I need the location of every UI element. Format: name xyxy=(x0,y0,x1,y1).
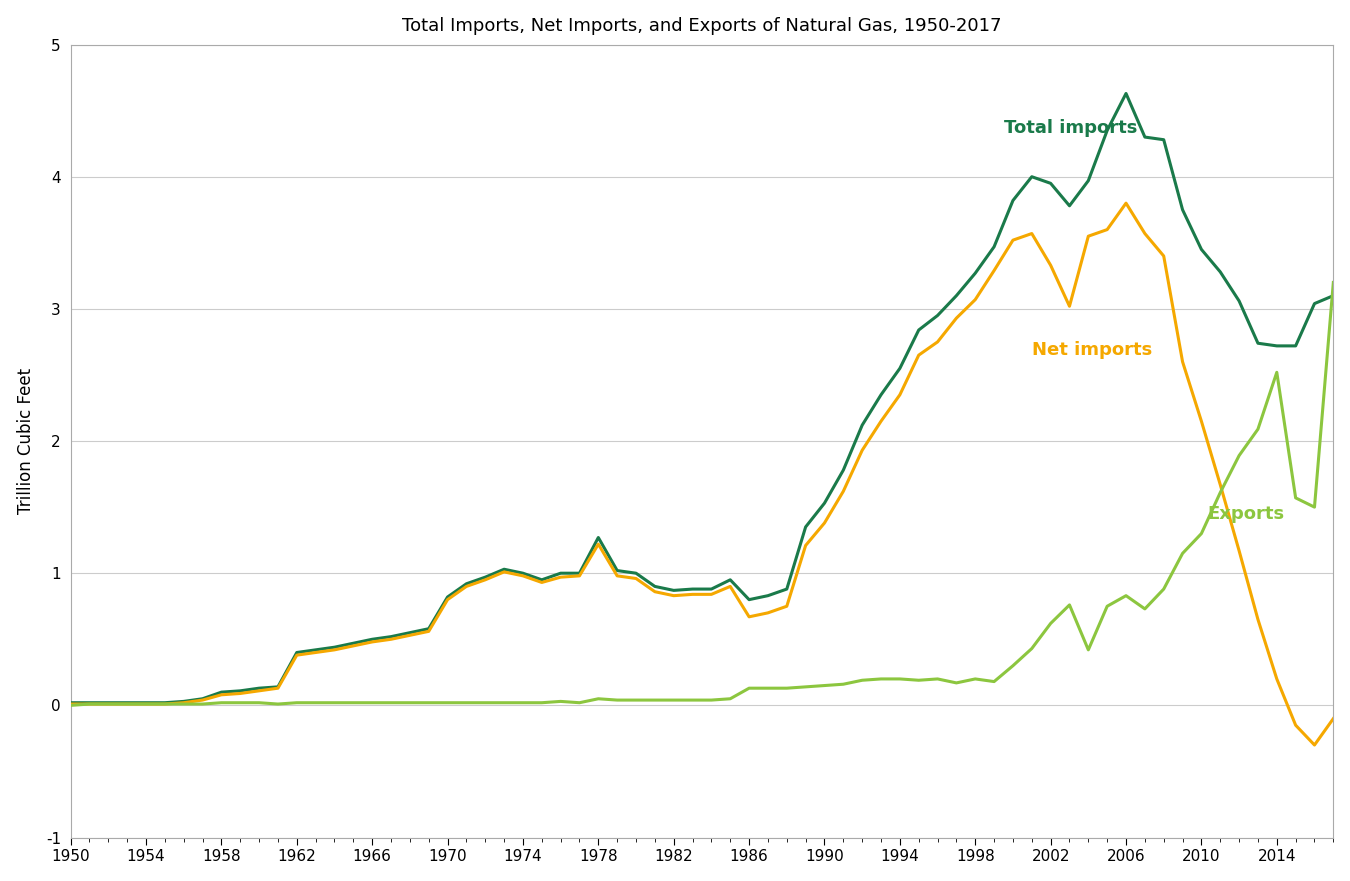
Text: Exports: Exports xyxy=(1207,505,1284,523)
Text: Net imports: Net imports xyxy=(1031,341,1152,359)
Text: Total imports: Total imports xyxy=(1003,119,1137,137)
Title: Total Imports, Net Imports, and Exports of Natural Gas, 1950-2017: Total Imports, Net Imports, and Exports … xyxy=(402,17,1002,34)
Y-axis label: Trillion Cubic Feet: Trillion Cubic Feet xyxy=(16,368,35,515)
